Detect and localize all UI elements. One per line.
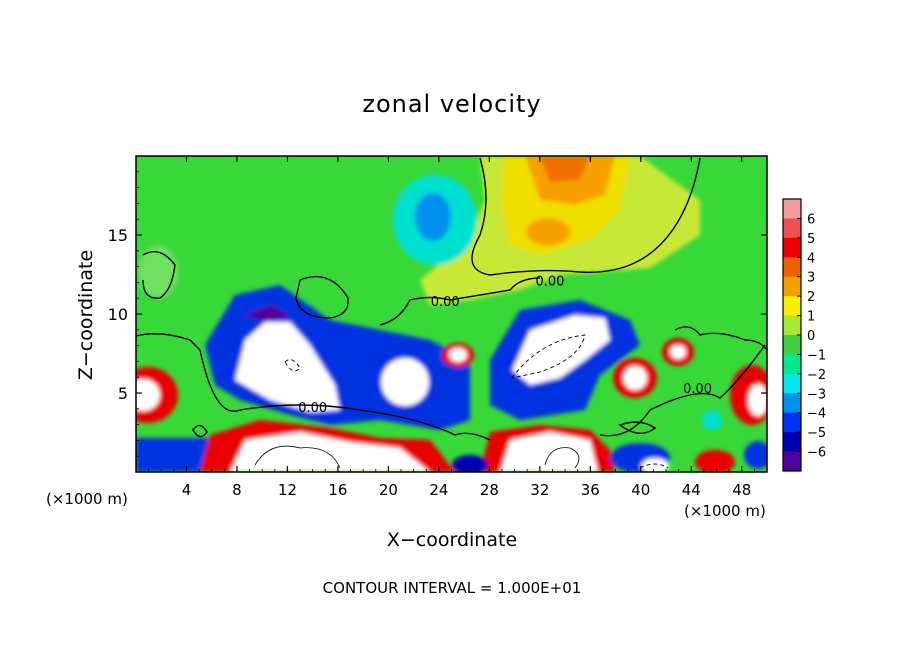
colorbar-swatch — [783, 432, 801, 453]
contour-bottom-inner — [254, 445, 341, 469]
colorbar-swatch — [783, 335, 801, 355]
region-orange-top-center — [540, 156, 590, 182]
contour-lines — [136, 157, 767, 441]
colorbar-label: 5 — [807, 232, 815, 247]
colorbar-swatch — [783, 257, 801, 278]
colorbar-swatch — [783, 393, 801, 414]
x-tick-label: 12 — [278, 481, 297, 499]
contour-label: 0.00 — [298, 401, 327, 416]
x-axis-label: X−coordinate — [387, 529, 517, 551]
y-axis-label: Z−coordinate — [75, 250, 97, 380]
colorbar-label: 6 — [807, 212, 815, 227]
region-white-spot-4 — [748, 384, 767, 416]
x-unit-right: (×1000 m) — [684, 502, 766, 520]
region-white-bottom — [230, 432, 430, 472]
contour-label: 0.00 — [683, 382, 712, 397]
contour-label: 0.00 — [431, 295, 460, 310]
contour-zero-upper — [471, 157, 701, 276]
x-unit-left: (×1000 m) — [46, 490, 128, 508]
colorbar-swatch — [783, 218, 801, 239]
colorbar-swatch — [783, 373, 801, 394]
colorbar-label: −4 — [807, 407, 826, 422]
plot-area: 0.00 0.00 0.00 0.00 — [136, 156, 767, 472]
contour-dashed-bottom — [639, 463, 669, 469]
y-tick-label: 5 — [118, 384, 128, 403]
x-tick-label: 4 — [182, 481, 192, 499]
x-tick-label: 8 — [232, 481, 242, 499]
region-white-left-edge — [136, 379, 160, 411]
contour-dashed-right — [510, 334, 586, 379]
contour-bottom-inner-2 — [544, 447, 580, 469]
x-tick-label: 44 — [682, 481, 701, 499]
colorbar-swatch — [783, 276, 801, 297]
contour-zero-middle — [379, 277, 541, 326]
colorbar-swatch — [783, 199, 801, 219]
colorbar-label: −6 — [807, 446, 826, 461]
colorbar-label: 1 — [807, 310, 815, 325]
x-tick-label: 20 — [379, 481, 398, 499]
x-tick-label: 36 — [581, 481, 600, 499]
colorbar-label: 2 — [807, 290, 815, 305]
region-white-spot-1 — [449, 348, 467, 362]
x-tick-label: 16 — [328, 481, 347, 499]
y-axis: 5 10 15 — [108, 171, 767, 457]
region-purple-left — [245, 305, 290, 325]
colorbar-label: −5 — [807, 426, 826, 441]
region-blue-upper — [415, 193, 451, 241]
contour-small-right — [618, 421, 657, 434]
region-red-bottom-right — [695, 450, 735, 472]
region-cyan-right — [702, 410, 722, 430]
colorbar-label: −1 — [807, 348, 826, 363]
x-tick-label: 48 — [732, 481, 751, 499]
chart-title: zonal velocity — [362, 90, 541, 118]
contour-label: 0.00 — [535, 275, 564, 290]
contour-small-left — [192, 424, 208, 438]
region-white-mid — [381, 358, 429, 406]
contour-labels: 0.00 0.00 0.00 0.00 — [298, 275, 712, 416]
colorbar-swatch — [783, 451, 801, 472]
region-orange-mid — [526, 218, 570, 246]
colorbar-label: 0 — [807, 329, 815, 344]
contour-lines-thin — [254, 445, 580, 469]
colorbar-swatch — [783, 237, 801, 258]
colorbar-swatch — [783, 354, 801, 375]
contour-right-edge — [674, 326, 767, 351]
x-tick-label: 24 — [429, 481, 448, 499]
region-white-bottom-2 — [500, 432, 598, 472]
x-tick-label: 40 — [631, 481, 650, 499]
x-tick-label: 32 — [530, 481, 549, 499]
contour-center-bubble — [295, 275, 349, 319]
region-white-right — [512, 315, 610, 385]
velocity-field — [136, 156, 767, 472]
contour-lower-left — [136, 333, 491, 441]
contour-dashed-left — [284, 359, 301, 372]
colorbar-swatch — [783, 315, 801, 336]
x-tick-label: 28 — [480, 481, 499, 499]
region-white-bottom-right — [641, 458, 669, 472]
colorbar-label: −2 — [807, 368, 826, 383]
contour-dashed — [284, 334, 669, 469]
colorbar-label: 4 — [807, 251, 815, 266]
region-white-spot-2 — [623, 366, 647, 390]
colorbar-swatch — [783, 296, 801, 317]
footer-text: CONTOUR INTERVAL = 1.000E+01 — [323, 579, 582, 597]
region-blue-bottom-mid — [452, 455, 488, 472]
x-axis: 4 8 12 16 20 24 28 32 36 40 44 48 — [148, 156, 755, 499]
region-white-left — [235, 322, 340, 412]
region-light-green-left — [138, 246, 178, 298]
region-blue-bottom-far-right — [744, 441, 767, 469]
region-white-spot-3 — [670, 345, 686, 359]
y-tick-label: 10 — [108, 305, 128, 324]
colorbar-label: 3 — [807, 271, 815, 286]
colorbar-swatch — [783, 412, 801, 433]
colorbar: 6 5 4 3 2 1 0 −1 −2 −3 −4 −5 −6 — [782, 198, 826, 472]
y-tick-label: 15 — [108, 226, 128, 245]
colorbar-label: −3 — [807, 387, 826, 402]
contour-left-bubble — [142, 251, 176, 299]
